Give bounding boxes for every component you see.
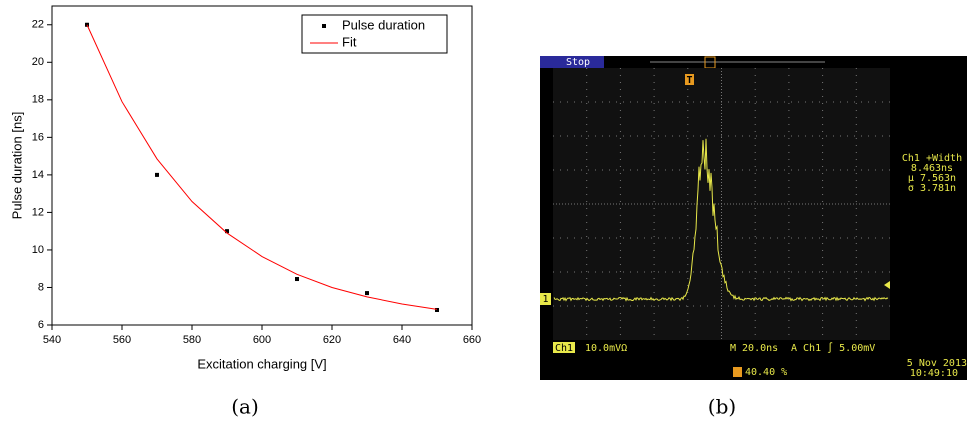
y-tick-label: 20 <box>32 56 44 68</box>
trigger-position: 40.40 % <box>745 367 787 378</box>
y-tick-label: 10 <box>32 244 44 256</box>
x-tick-label: 580 <box>183 334 201 346</box>
y-tick-label: 16 <box>32 131 44 143</box>
y-tick-label: 12 <box>32 206 44 218</box>
time: 10:49:10 <box>910 368 958 379</box>
y-tick-label: 22 <box>32 19 44 31</box>
page: {"chart_data": {"type": "scatter", "xlab… <box>0 0 967 426</box>
channel: Ch1 <box>555 343 573 354</box>
y-tick-label: 14 <box>32 169 44 181</box>
x-axis-label: Excitation charging [V] <box>197 356 326 371</box>
y-axis-label: Pulse duration [ns] <box>9 112 24 220</box>
caption-a: (a) <box>231 395 259 419</box>
position-marker <box>733 367 742 377</box>
trigger-setting: A Ch1 ∫ 5.00mV <box>791 342 875 354</box>
x-tick-label: 540 <box>43 334 61 346</box>
x-tick-label: 660 <box>463 334 481 346</box>
y-tick-label: 8 <box>38 281 44 293</box>
y-tick-label: 6 <box>38 319 44 331</box>
x-tick-label: 640 <box>393 334 411 346</box>
fit-line <box>87 25 437 310</box>
caption-b: (b) <box>708 395 736 419</box>
legend-label: Pulse duration <box>342 17 425 32</box>
point <box>155 173 159 177</box>
point <box>435 308 439 312</box>
point <box>365 291 369 295</box>
channel-marker: 1 <box>542 294 548 305</box>
status: Stop <box>566 57 590 68</box>
vertical-scale: 10.0mVΩ <box>585 343 627 354</box>
chart-a: 540 560 580 600 620 640 660 6 8 10 12 14 16 18 20 22 Exc… <box>9 6 481 371</box>
legend-marker <box>322 24 326 28</box>
point <box>295 277 299 281</box>
legend-label: Fit <box>342 34 357 49</box>
timebase: M 20.0ns <box>730 343 778 354</box>
trigger-marker: T <box>686 75 692 86</box>
figure: 540 560 580 600 620 640 660 6 8 10 12 14 16 18 20 22 Exc… <box>0 0 967 426</box>
plot-frame <box>52 6 472 325</box>
x-tick-label: 620 <box>323 334 341 346</box>
x-tick-label: 600 <box>253 334 271 346</box>
x-tick-label: 560 <box>113 334 131 346</box>
oscilloscope-screen: Stop T 1 Ch1 +Width 8.463ns µ 7.563n σ 3… <box>540 56 967 380</box>
y-tick-label: 18 <box>32 94 44 106</box>
measurement-sigma: σ 3.781n <box>908 183 956 194</box>
